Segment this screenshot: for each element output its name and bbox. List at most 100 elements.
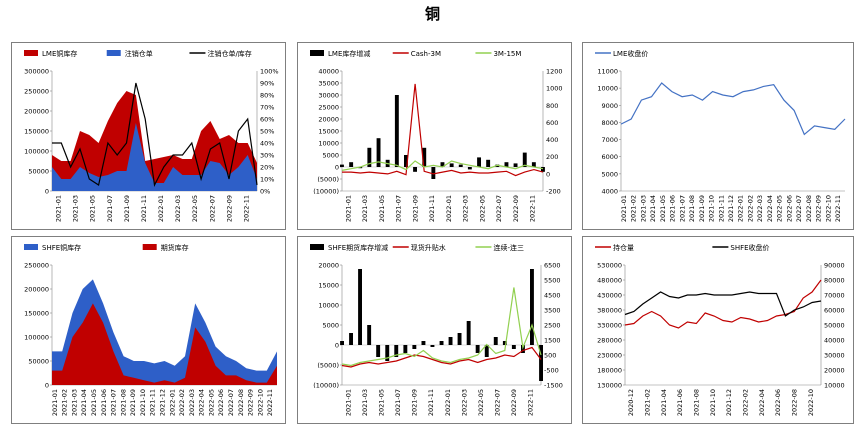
x-tick-shfe-spread-6: 2022-01 [444,389,452,416]
legend-label-shfe-stock-0: SHFE铜库存 [42,243,81,252]
y-right-tick-shfe-spread-7: 5500 [544,277,561,285]
y-left-tick-shfe-spread-6: 20000 [318,262,339,270]
x-tick-shfe-price-3: 2021-06 [676,389,684,416]
bar-shfe-spread-0-7 [403,345,408,353]
y-right-tick-lme-spread-3: 400 [546,136,558,144]
y-left-tick-lme-price-4: 8000 [601,119,618,127]
y-right-tick-lme-stock-9: 90% [260,80,274,88]
bar-shfe-spread-0-4 [376,345,381,357]
panel-lme-spread: LME库存增减 Cash-3M 3M-15M (10000) (5000) 0 5000 10… [297,42,572,230]
x-tick-lme-stock-1: 2021-03 [72,195,80,222]
bar-shfe-spread-0-6 [394,345,399,357]
bar-shfe-spread-0-13 [457,333,462,345]
y-right-tick-lme-stock-3: 30% [260,152,274,160]
bar-lme-spread-0-12 [449,163,454,167]
bar-lme-spread-0-20 [522,152,527,167]
y-left-tick-shfe-price-7: 480000 [597,277,622,285]
y-right-tick-lme-stock-7: 70% [260,104,274,112]
x-tick-lme-spread-5: 2021-11 [428,195,436,222]
y-right-tick-shfe-spread-3: 1500 [544,337,561,345]
bar-lme-spread-0-14 [467,167,472,170]
x-tick-lme-price-17: 2022-06 [785,195,793,222]
x-tick-lme-price-9: 2021-10 [708,195,716,222]
y-left-tick-shfe-price-2: 230000 [597,352,622,360]
x-tick-shfe-stock-2: 2021-03 [70,389,78,416]
legend-swatch-lme-spread-0 [310,50,324,56]
x-tick-lme-price-14: 2022-03 [756,195,764,222]
x-tick-lme-spread-3: 2021-07 [395,195,403,222]
legend-swatch-lme-stock-0 [24,50,38,56]
bar-lme-spread-0-18 [504,162,509,167]
y-right-tick-lme-stock-2: 20% [260,164,274,172]
x-tick-shfe-price-4: 2021-08 [693,389,701,416]
x-tick-lme-price-5: 2021-06 [669,195,677,222]
x-tick-shfe-stock-10: 2021-11 [149,389,157,416]
x-tick-shfe-spread-10: 2022-09 [510,389,518,416]
x-tick-lme-price-3: 2021-04 [649,195,657,222]
bar-shfe-spread-0-14 [466,321,471,345]
y-left-tick-shfe-stock-0: 0 [45,382,49,390]
x-tick-lme-stock-3: 2021-07 [106,195,114,222]
y-left-tick-lme-spread-8: 30000 [318,92,339,100]
y-left-tick-lme-price-5: 9000 [601,102,618,110]
y-right-tick-lme-stock-4: 40% [260,140,274,148]
bar-shfe-spread-0-5 [385,345,390,361]
y-right-tick-shfe-price-7: 80000 [824,277,845,285]
x-tick-shfe-price-11: 2022-10 [807,389,815,416]
y-left-tick-lme-price-7: 11000 [597,68,618,76]
x-tick-lme-price-16: 2022-05 [776,195,784,222]
legend-label-lme-spread-1: Cash-3M [411,50,441,58]
x-tick-lme-stock-10: 2022-09 [225,195,233,222]
panel-shfe-price: 持仓量 SHFE收盘价 130000 180000 230000 280000 330000… [582,236,854,424]
y-left-tick-shfe-spread-1: (5000) [317,362,339,370]
legend-swatch-shfe-spread-0 [310,244,324,250]
bar-lme-spread-0-6 [394,95,399,167]
y-right-tick-lme-spread-2: 200 [546,153,558,161]
y-right-tick-shfe-price-8: 90000 [824,262,845,270]
y-right-tick-lme-stock-6: 60% [260,116,274,124]
x-tick-shfe-spread-7: 2022-03 [460,389,468,416]
y-right-tick-shfe-spread-8: 6500 [544,262,561,270]
x-tick-lme-price-11: 2021-12 [727,195,735,222]
x-tick-lme-spread-9: 2022-07 [495,195,503,222]
bar-lme-spread-0-11 [440,162,445,167]
x-tick-lme-stock-2: 2021-05 [89,195,97,222]
y-left-tick-shfe-spread-0: (10000) [313,382,339,390]
bar-lme-spread-0-9 [422,147,427,167]
x-tick-shfe-price-9: 2022-06 [774,389,782,416]
x-tick-shfe-stock-13: 2022-02 [178,389,186,416]
x-tick-shfe-stock-20: 2022-09 [247,389,255,416]
x-tick-shfe-stock-14: 2022-03 [188,389,196,416]
x-tick-shfe-stock-8: 2021-09 [129,389,137,416]
y-left-tick-lme-price-2: 6000 [601,153,618,161]
y-left-tick-lme-spread-7: 25000 [318,104,339,112]
panel-shfe-spread: SHFE期货库存增减 现货升贴水 连续-连三 (10000) (5000) 0 5000 10… [297,236,572,424]
x-tick-shfe-stock-15: 2022-04 [198,389,206,416]
y-left-tick-lme-stock-4: 200000 [24,108,49,116]
y-left-tick-lme-spread-9: 35000 [318,80,339,88]
area-lme-stock-1 [52,123,257,191]
y-right-tick-shfe-spread-4: 2500 [544,322,561,330]
bar-shfe-spread-0-19 [511,345,516,349]
chart-lme-stock: LME铜库存 注销仓单 注销仓单/库存 0 50000 100000 150000 20000… [24,49,279,222]
x-tick-lme-spread-2: 2021-05 [378,195,386,222]
legend-label-lme-price-0: LME收盘价 [613,49,648,58]
legend-label-shfe-spread-2: 连续-连三 [493,243,524,252]
bar-shfe-spread-0-9 [421,341,426,345]
chart-shfe-stock: SHFE铜库存 期货库存 0 50000 100000 150000 200000 25000… [24,243,277,416]
bar-lme-spread-0-16 [486,159,491,167]
x-tick-lme-price-15: 2022-04 [766,195,774,222]
legend-label-lme-stock-1: 注销仓单 [125,49,153,58]
legend-swatch-shfe-stock-1 [142,244,157,250]
legend-label-shfe-stock-1: 期货库存 [161,243,189,252]
y-right-tick-shfe-spread-0: -1500 [544,382,563,390]
x-tick-shfe-stock-11: 2021-12 [159,389,167,416]
x-tick-shfe-stock-9: 2021-10 [139,389,147,416]
y-right-tick-lme-spread-1: 0 [546,170,550,178]
legend-swatch-lme-stock-1 [106,50,121,56]
y-right-tick-lme-stock-0: 0% [260,188,270,196]
y-left-tick-shfe-price-3: 280000 [597,337,622,345]
bar-shfe-spread-0-12 [448,337,453,345]
x-tick-lme-price-10: 2021-11 [717,195,725,222]
x-tick-lme-price-1: 2021-02 [630,195,638,222]
